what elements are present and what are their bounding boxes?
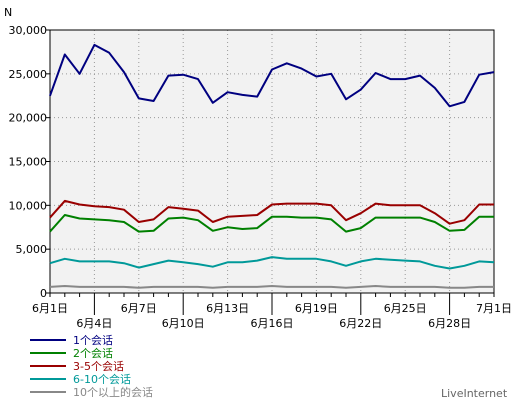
y-tick-label: 10,000: [9, 199, 48, 212]
x-tick-label: 6月22日: [339, 317, 382, 330]
y-tick-label: 25,000: [9, 68, 48, 81]
y-tick-label: 20,000: [9, 112, 48, 125]
legend-label-1: 1个会话: [73, 334, 113, 347]
series-lines: [49, 43, 495, 289]
x-tick-label: 6月16日: [251, 317, 294, 330]
y-tick-label: 0: [40, 287, 47, 300]
x-tick-label: 7月1日: [476, 302, 512, 315]
legend-label-5: 10个以上的会话: [73, 385, 153, 399]
series-line-4: [49, 256, 495, 270]
x-tick-label: 6月28日: [428, 317, 471, 330]
x-tick-label: 6月19日: [295, 302, 338, 315]
y-tick-label: 5,000: [16, 243, 48, 256]
series-line-2: [49, 214, 494, 233]
series-line-3: [49, 199, 494, 225]
x-tick-label: 6月4日: [76, 317, 112, 330]
x-tick-label: 6月13日: [206, 302, 249, 315]
x-tick-label: 6月1日: [32, 302, 68, 315]
series-line-5: [49, 285, 494, 289]
series-line-1: [49, 43, 495, 108]
y-tick-label: 15,000: [9, 156, 48, 169]
y-axis-ticks: 0 5,000 10,000 15,000 20,000 25,000 30,000: [9, 24, 50, 300]
x-tick-label: 6月10日: [162, 317, 205, 330]
legend-label-3: 3-5个会话: [73, 360, 124, 373]
y-tick-label: 30,000: [9, 24, 48, 37]
x-tick-label: 6月25日: [384, 302, 427, 315]
legend-label-2: 2个会话: [73, 347, 113, 360]
brand-label: LiveInternet: [441, 387, 508, 400]
x-axis-ticks: 6月1日6月4日6月7日6月10日6月13日6月16日6月19日6月22日6月2…: [32, 293, 512, 330]
x-tick-label: 6月7日: [121, 302, 157, 315]
y-axis-label: N: [4, 6, 12, 19]
legend-label-4: 6-10个会话: [73, 373, 131, 386]
